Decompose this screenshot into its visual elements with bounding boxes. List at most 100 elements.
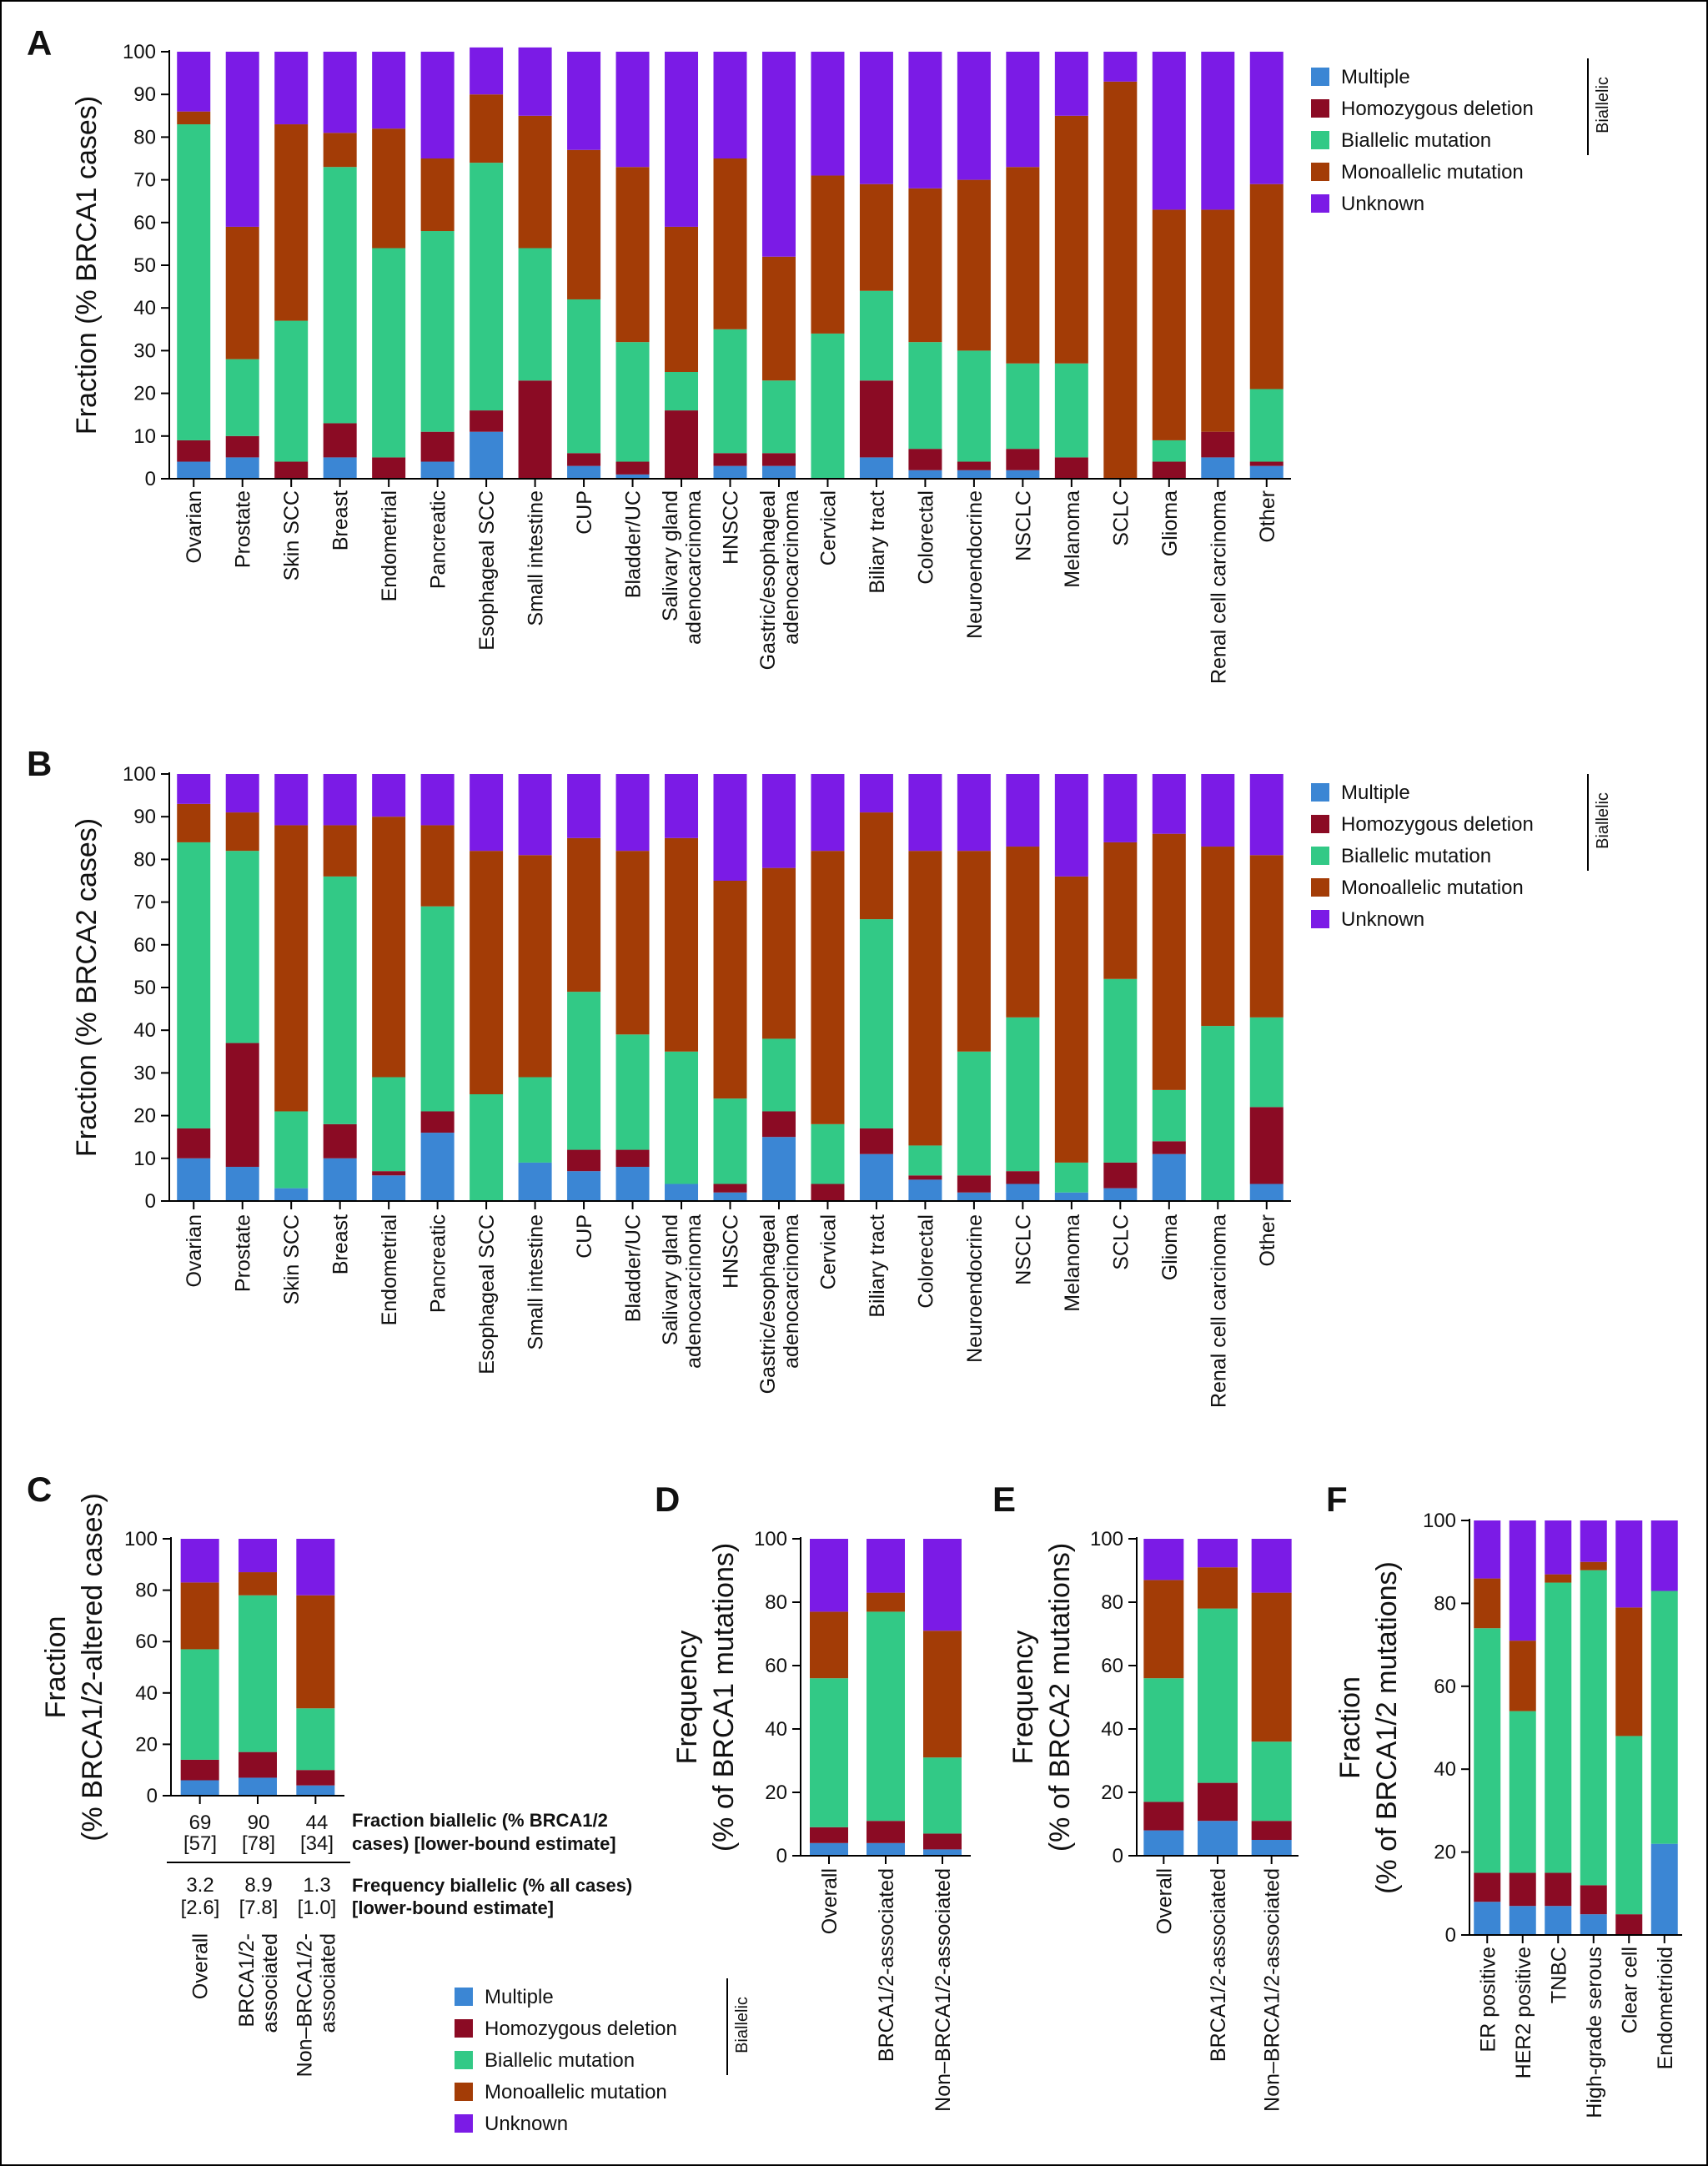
bar-b-ovarian-multiple [177, 1158, 211, 1201]
bar-a-colorectal-multiple [908, 470, 942, 479]
bar-b-pancreatic-multiple [420, 1133, 455, 1201]
bar-a-cup-biallelic-mutation [567, 299, 601, 454]
bar-a-small-intestine-biallelic-mutation [518, 248, 552, 381]
x-label-b-prostate: Prostate [232, 1214, 255, 1292]
legend-label-monoallelic-mutation: Monoallelic mutation [1341, 877, 1524, 899]
bar-b-cervical-homozygous-deletion [811, 1184, 845, 1201]
x-label-e-overall: Overall [1153, 1868, 1176, 1934]
bar-f-er-positive-multiple [1474, 1902, 1501, 1935]
y-tick-label-a-80: 80 [133, 126, 156, 148]
legend-swatch-unknown [1311, 194, 1329, 213]
bar-a-endometrial-biallelic-mutation [372, 248, 406, 458]
x-label-a-pancreatic: Pancreatic [427, 490, 450, 589]
x-label-b-renal-cell-carcinoma: Renal cell carcinoma [1207, 1214, 1230, 1408]
bar-d-brca1-2-associated-multiple [867, 1842, 905, 1856]
bar-b-biliary-tract-monoallelic-mutation [859, 812, 893, 920]
bar-b-cervical-biallelic-mutation [811, 1123, 845, 1184]
bar-a-nsclc-unknown [1006, 52, 1040, 168]
y-tick-label-c-0: 0 [147, 1785, 158, 1807]
x-label-b-biliary-tract: Biliary tract [866, 1214, 889, 1318]
x-label-d-brca1-2-associated: BRCA1/2-associated [875, 1868, 898, 2062]
bar-a-esophageal-scc-multiple [470, 431, 504, 479]
bar-a-prostate-biallelic-mutation [225, 359, 259, 436]
bar-b-hnscc-biallelic-mutation [713, 1098, 747, 1184]
x-label-a-esophageal-scc: Esophageal SCC [475, 490, 499, 651]
x-label-b-skin-scc: Skin SCC [280, 1214, 304, 1304]
bar-e-brca1-2-associated-multiple [1198, 1821, 1238, 1856]
chart-panel-a: Ovarian Prostate Skin SCC Breast Endometrial… [71, 41, 1291, 684]
legend-swatch-homozygous-deletion [1311, 815, 1329, 833]
x-label-d-non-brca1-2-associated: Non–BRCA1/2-associated [932, 1868, 955, 2112]
legend-label-biallelic-mutation: Biallelic mutation [1341, 845, 1491, 867]
bar-b-neuroendocrine-monoallelic-mutation [957, 851, 991, 1052]
bar-b-biliary-tract-biallelic-mutation [859, 919, 893, 1128]
c-fraction-lower-brca: [78] [242, 1832, 275, 1855]
legend-swatch-multiple [455, 1988, 473, 2006]
bar-b-sclc-homozygous-deletion [1103, 1162, 1138, 1189]
bar-a-cup-homozygous-deletion [567, 453, 601, 466]
bar-e-overall-multiple [1143, 1830, 1184, 1856]
bar-a-neuroendocrine-monoallelic-mutation [957, 179, 991, 351]
bar-b-bladder-uc-biallelic-mutation [615, 1034, 650, 1150]
bar-b-cup-biallelic-mutation [567, 992, 601, 1150]
bar-a-endometrial-monoallelic-mutation [372, 128, 406, 249]
c-frequency-label-line2: [lower-bound estimate] [352, 1897, 554, 1918]
bar-b-pancreatic-biallelic-mutation [420, 906, 455, 1112]
bar-a-nsclc-monoallelic-mutation [1006, 167, 1040, 364]
bar-a-renal-cell-carcinoma-homozygous-deletion [1201, 431, 1235, 458]
c-frequency-label-line1: Frequency biallelic (% all cases) [352, 1875, 632, 1896]
y-tick-label-e-20: 20 [1101, 1782, 1123, 1804]
bar-b-colorectal-monoallelic-mutation [908, 851, 942, 1146]
legend-swatch-monoallelic-mutation [1311, 878, 1329, 897]
bar-b-renal-cell-carcinoma-biallelic-mutation [1201, 1026, 1235, 1201]
c-fraction-label-line1: Fraction biallelic (% BRCA1/2 [352, 1810, 608, 1831]
bar-a-gastric-esophageal-adenocarcinoma-homozygous-deletion [761, 453, 796, 466]
bar-c-brca1-2-associated-unknown [239, 1539, 277, 1573]
bar-d-non-brca1-2-associated-homozygous-deletion [923, 1833, 962, 1850]
c-fraction-lower-nonbrca: [34] [300, 1832, 334, 1855]
legend-label-multiple: Multiple [1341, 781, 1410, 804]
y-label-d-line2: (% of BRCA1 mutations) [708, 1543, 740, 1852]
bar-f-high-grade-serous-unknown [1580, 1520, 1607, 1562]
bar-a-ovarian-homozygous-deletion [177, 440, 211, 462]
bar-a-salivary-gland-adenocarcinoma-homozygous-deletion [665, 410, 699, 479]
bar-b-pancreatic-homozygous-deletion [420, 1111, 455, 1133]
bar-b-salivary-gland-adenocarcinoma-unknown [665, 774, 699, 838]
x-label-a-cup: CUP [573, 490, 596, 535]
bar-b-salivary-gland-adenocarcinoma-monoallelic-mutation [665, 837, 699, 1052]
bar-a-biliary-tract-unknown [859, 52, 893, 184]
legend-swatch-unknown [455, 2114, 473, 2133]
bar-b-neuroendocrine-multiple [957, 1192, 991, 1201]
bar-b-colorectal-multiple [908, 1179, 942, 1201]
x-label-b-gastric-esophageal-adenocarcinoma: Gastric/esophagealadenocarcinoma [756, 1214, 803, 1394]
legend-label-homozygous-deletion: Homozygous deletion [1341, 98, 1534, 120]
bar-a-glioma-unknown [1152, 52, 1186, 210]
panel-c-summary-table: 69 90 44 [57] [78] [34] Fraction biallel… [167, 1810, 632, 1919]
y-label-e-line2: (% of BRCA2 mutations) [1044, 1543, 1076, 1852]
bar-a-biliary-tract-monoallelic-mutation [859, 183, 893, 291]
y-tick-label-c-40: 40 [135, 1682, 158, 1705]
bar-b-esophageal-scc-unknown [470, 774, 504, 852]
bar-b-skin-scc-unknown [274, 774, 309, 826]
bar-a-cup-multiple [567, 465, 601, 479]
bar-b-ovarian-biallelic-mutation [177, 842, 211, 1128]
x-label-f-her2-positive: HER2 positive [1512, 1947, 1535, 2078]
bar-a-breast-multiple [323, 457, 357, 479]
bar-b-salivary-gland-adenocarcinoma-multiple [665, 1184, 699, 1201]
c-fraction-value-brca: 90 [248, 1812, 270, 1834]
x-label-e-brca1-2-associated: BRCA1/2-associated [1207, 1868, 1230, 2062]
y-tick-label-b-80: 80 [133, 848, 156, 871]
x-label-a-nsclc: NSCLC [1012, 490, 1035, 561]
y-tick-label-e-100: 100 [1090, 1528, 1123, 1550]
bar-c-brca1-2-associated-multiple [239, 1777, 277, 1796]
bar-b-colorectal-homozygous-deletion [908, 1175, 942, 1180]
bar-f-her2-positive-multiple [1509, 1906, 1536, 1935]
bar-b-gastric-esophageal-adenocarcinoma-homozygous-deletion [761, 1111, 796, 1138]
bar-e-overall-monoallelic-mutation [1143, 1580, 1184, 1679]
bar-f-er-positive-homozygous-deletion [1474, 1872, 1501, 1902]
legend-label-unknown: Unknown [1341, 193, 1424, 215]
bar-b-melanoma-monoallelic-mutation [1054, 876, 1088, 1163]
bar-b-glioma-biallelic-mutation [1152, 1089, 1186, 1142]
x-label-b-melanoma: Melanoma [1061, 1214, 1084, 1312]
bar-a-neuroendocrine-unknown [957, 52, 991, 180]
